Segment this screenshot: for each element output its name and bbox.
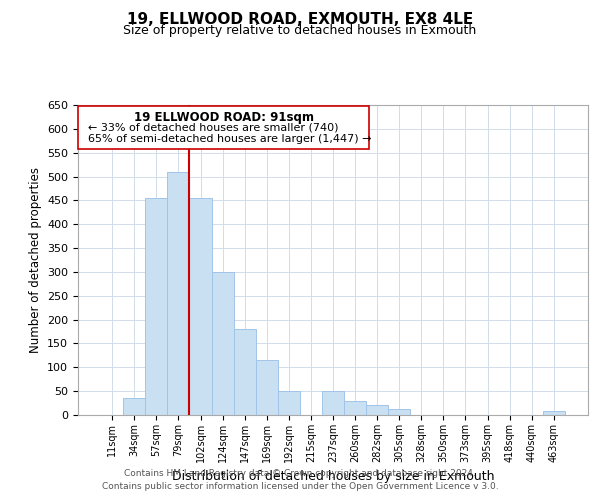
- Bar: [344, 400, 366, 415]
- Text: Contains HM Land Registry data © Crown copyright and database right 2024.: Contains HM Land Registry data © Crown c…: [124, 468, 476, 477]
- Text: 19 ELLWOOD ROAD: 91sqm: 19 ELLWOOD ROAD: 91sqm: [134, 110, 314, 124]
- Bar: [123, 398, 145, 415]
- Bar: [366, 404, 388, 415]
- Text: Contains public sector information licensed under the Open Government Licence v : Contains public sector information licen…: [101, 482, 499, 491]
- Text: Size of property relative to detached houses in Exmouth: Size of property relative to detached ho…: [124, 24, 476, 37]
- Bar: [543, 411, 565, 415]
- Text: 19, ELLWOOD ROAD, EXMOUTH, EX8 4LE: 19, ELLWOOD ROAD, EXMOUTH, EX8 4LE: [127, 12, 473, 28]
- Bar: [212, 272, 233, 415]
- Text: ← 33% of detached houses are smaller (740): ← 33% of detached houses are smaller (74…: [88, 122, 338, 132]
- Bar: [233, 329, 256, 415]
- Bar: [190, 198, 212, 415]
- Bar: [256, 360, 278, 415]
- Bar: [388, 410, 410, 415]
- Text: 65% of semi-detached houses are larger (1,447) →: 65% of semi-detached houses are larger (…: [88, 134, 372, 143]
- FancyBboxPatch shape: [78, 106, 370, 149]
- X-axis label: Distribution of detached houses by size in Exmouth: Distribution of detached houses by size …: [172, 470, 494, 484]
- Bar: [322, 391, 344, 415]
- Bar: [278, 391, 300, 415]
- Y-axis label: Number of detached properties: Number of detached properties: [29, 167, 41, 353]
- Bar: [145, 198, 167, 415]
- Bar: [167, 172, 190, 415]
